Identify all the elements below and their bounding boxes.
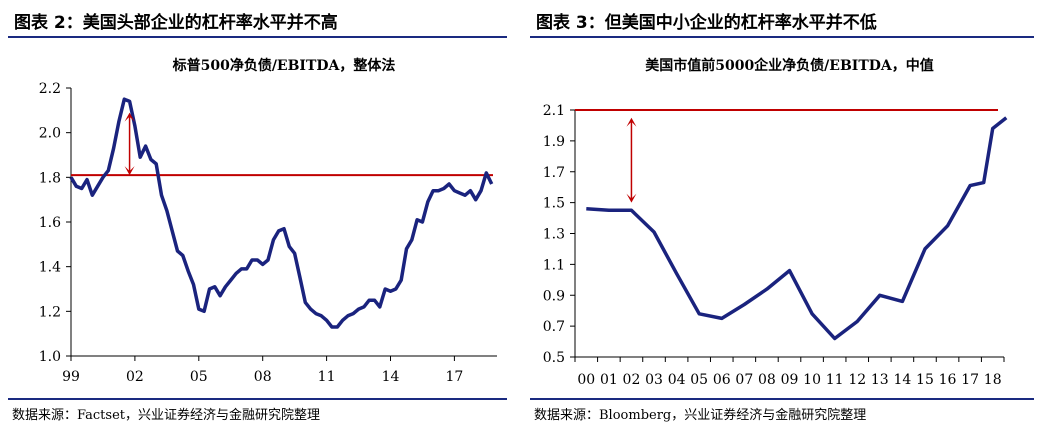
chart-2-x-tick-label: 02 <box>126 369 144 385</box>
chart-2-y-tick-label: 2.0 <box>39 126 61 142</box>
figure-3-title: 图表 3：但美国中小企业的杠杆率水平并不低 <box>536 13 877 33</box>
chart-3-y-tick-label: 0.7 <box>543 319 565 335</box>
chart-3-x-tick-label: 15 <box>916 372 934 388</box>
chart-3-x-tick-label: 12 <box>848 372 866 388</box>
chart-3-x-tick-label: 08 <box>758 372 776 388</box>
chart-3-x-tick-label: 02 <box>623 372 641 388</box>
chart-3-y-tick-label: 0.5 <box>543 350 565 366</box>
chart-2-x-tick-label: 99 <box>62 369 80 385</box>
chart-3-arrow-head-down <box>626 193 637 203</box>
chart-3-x-tick-label: 10 <box>803 372 821 388</box>
chart-2-y-tick-label: 1.8 <box>39 170 61 186</box>
chart-3-series-line <box>586 116 1008 341</box>
chart-2-series-line <box>69 97 494 329</box>
figure-2-title: 图表 2：美国头部企业的杠杆率水平并不高 <box>14 13 338 33</box>
chart-3-x-tick-label: 11 <box>826 372 844 388</box>
chart-3-x-tick-label: 17 <box>961 372 979 388</box>
chart-3-title: 美国市值前5000企业净负债/EBITDA，中值 <box>645 57 934 74</box>
chart-3-y-tick-label: 1.3 <box>543 227 565 243</box>
chart-3-x-tick-label: 07 <box>735 372 753 388</box>
chart-2-y-tick-label: 1.6 <box>39 215 61 231</box>
chart-2-y-tick-label: 2.2 <box>39 81 61 97</box>
chart-2-x-tick-label: 08 <box>254 369 272 385</box>
chart-3-y-tick-label: 1.9 <box>543 134 565 150</box>
chart-3-x-tick-label: 16 <box>939 372 957 388</box>
chart-3-x-tick-label: 18 <box>984 372 1002 388</box>
figure-3-source: 数据来源：Bloomberg，兴业证券经济与金融研究院整理 <box>534 408 867 423</box>
figure-3-source-rule <box>530 398 1034 400</box>
chart-3-x-tick-label: 04 <box>668 372 686 388</box>
chart-3-x-tick-label: 03 <box>645 372 663 388</box>
chart-3-x-tick-label: 13 <box>871 372 889 388</box>
chart-3-svg: 美国市值前5000企业净负债/EBITDA，中值 0.5 0.7 0.9 1.1 1.3 1… <box>543 57 1008 388</box>
chart-2-x-tick-label: 17 <box>445 369 463 385</box>
chart-3-y-tick-label: 2.1 <box>543 103 565 119</box>
figure-2-source-rule <box>8 398 507 400</box>
figure-3-panel: 图表 3：但美国中小企业的杠杆率水平并不低 美国市值前5000企业净负债/EBI… <box>522 0 1042 430</box>
chart-3-y-tick-label: 1.1 <box>543 257 565 273</box>
chart-2-y-tick-label: 1.2 <box>39 304 61 320</box>
chart-3-y-tick-label: 0.9 <box>543 288 565 304</box>
chart-2-title: 标普500净负债/EBITDA，整体法 <box>172 57 396 74</box>
chart-2-svg: 标普500净负债/EBITDA，整体法 1.0 1.2 1.4 1.6 1.8 2.0 2.2… <box>39 57 497 385</box>
chart-2-x-tick-label: 11 <box>318 369 336 385</box>
chart-2-arrow-head-up <box>124 112 135 122</box>
figure-2-source: 数据来源：Factset，兴业证券经济与金融研究院整理 <box>12 408 320 423</box>
figure-3-title-rule <box>530 36 1034 38</box>
chart-3-y-tick-label: 1.5 <box>543 196 565 212</box>
chart-2-x-tick-label: 14 <box>382 369 400 385</box>
chart-2-y-tick-label: 1.0 <box>39 349 61 365</box>
chart-3-x-tick-label: 14 <box>893 372 911 388</box>
chart-3-y-tick-label: 1.7 <box>543 165 565 181</box>
chart-3-x-tick-label: 06 <box>713 372 731 388</box>
chart-3-x-tick-label: 01 <box>600 372 618 388</box>
figure-2-panel: 图表 2：美国头部企业的杠杆率水平并不高 标普500净负债/EBITDA，整体法… <box>0 0 515 430</box>
chart-3-x-tick-label: 00 <box>577 372 595 388</box>
chart-3-x-tick-label: 09 <box>781 372 799 388</box>
chart-3-x-tick-label: 05 <box>690 372 708 388</box>
figure-2-title-rule <box>8 36 507 38</box>
chart-3-arrow-head-up <box>626 117 637 127</box>
chart-2-x-tick-label: 05 <box>190 369 208 385</box>
chart-2-y-tick-label: 1.4 <box>39 260 61 276</box>
chart-2-arrow-head-down <box>124 166 135 176</box>
